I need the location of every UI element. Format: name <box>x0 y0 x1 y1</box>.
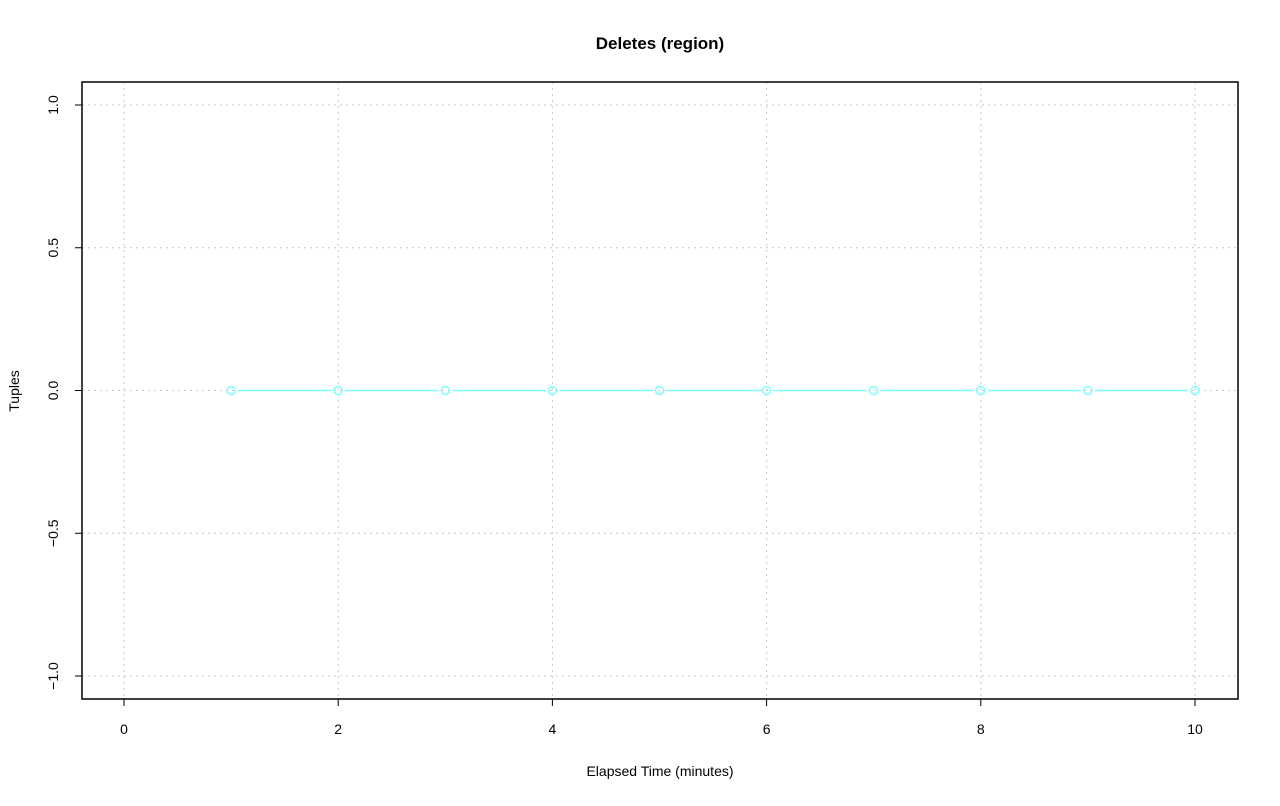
data-point <box>547 385 558 396</box>
data-point <box>868 385 879 396</box>
data-point <box>333 385 343 396</box>
x-tick-label: 2 <box>334 721 342 737</box>
data-point <box>1190 385 1200 396</box>
data-point <box>654 385 665 396</box>
y-tick-label: −0.5 <box>45 519 61 547</box>
data-point <box>1083 385 1093 396</box>
data-point <box>976 385 986 396</box>
x-tick-label: 6 <box>763 721 771 737</box>
x-tick-label: 8 <box>977 721 985 737</box>
data-point <box>761 385 772 396</box>
x-tick-label: 0 <box>120 721 128 737</box>
y-tick-label: −1.0 <box>45 662 61 690</box>
data-point <box>226 385 236 396</box>
x-tick-label: 4 <box>549 721 557 737</box>
grid <box>82 82 1238 699</box>
axes: 0 2 4 6 8 10 −1.0 −0.5 0.0 0.5 1.0 <box>45 95 1203 737</box>
chart-title: Deletes (region) <box>596 34 724 53</box>
x-axis-label: Elapsed Time (minutes) <box>586 763 733 779</box>
series <box>226 385 1200 396</box>
y-tick-label: 0.0 <box>45 381 61 401</box>
y-axis-label: Tuples <box>6 370 22 412</box>
y-tick-label: 1.0 <box>45 95 61 115</box>
x-tick-label: 10 <box>1187 721 1203 737</box>
data-point <box>440 385 451 396</box>
y-tick-label: 0.5 <box>45 238 61 258</box>
